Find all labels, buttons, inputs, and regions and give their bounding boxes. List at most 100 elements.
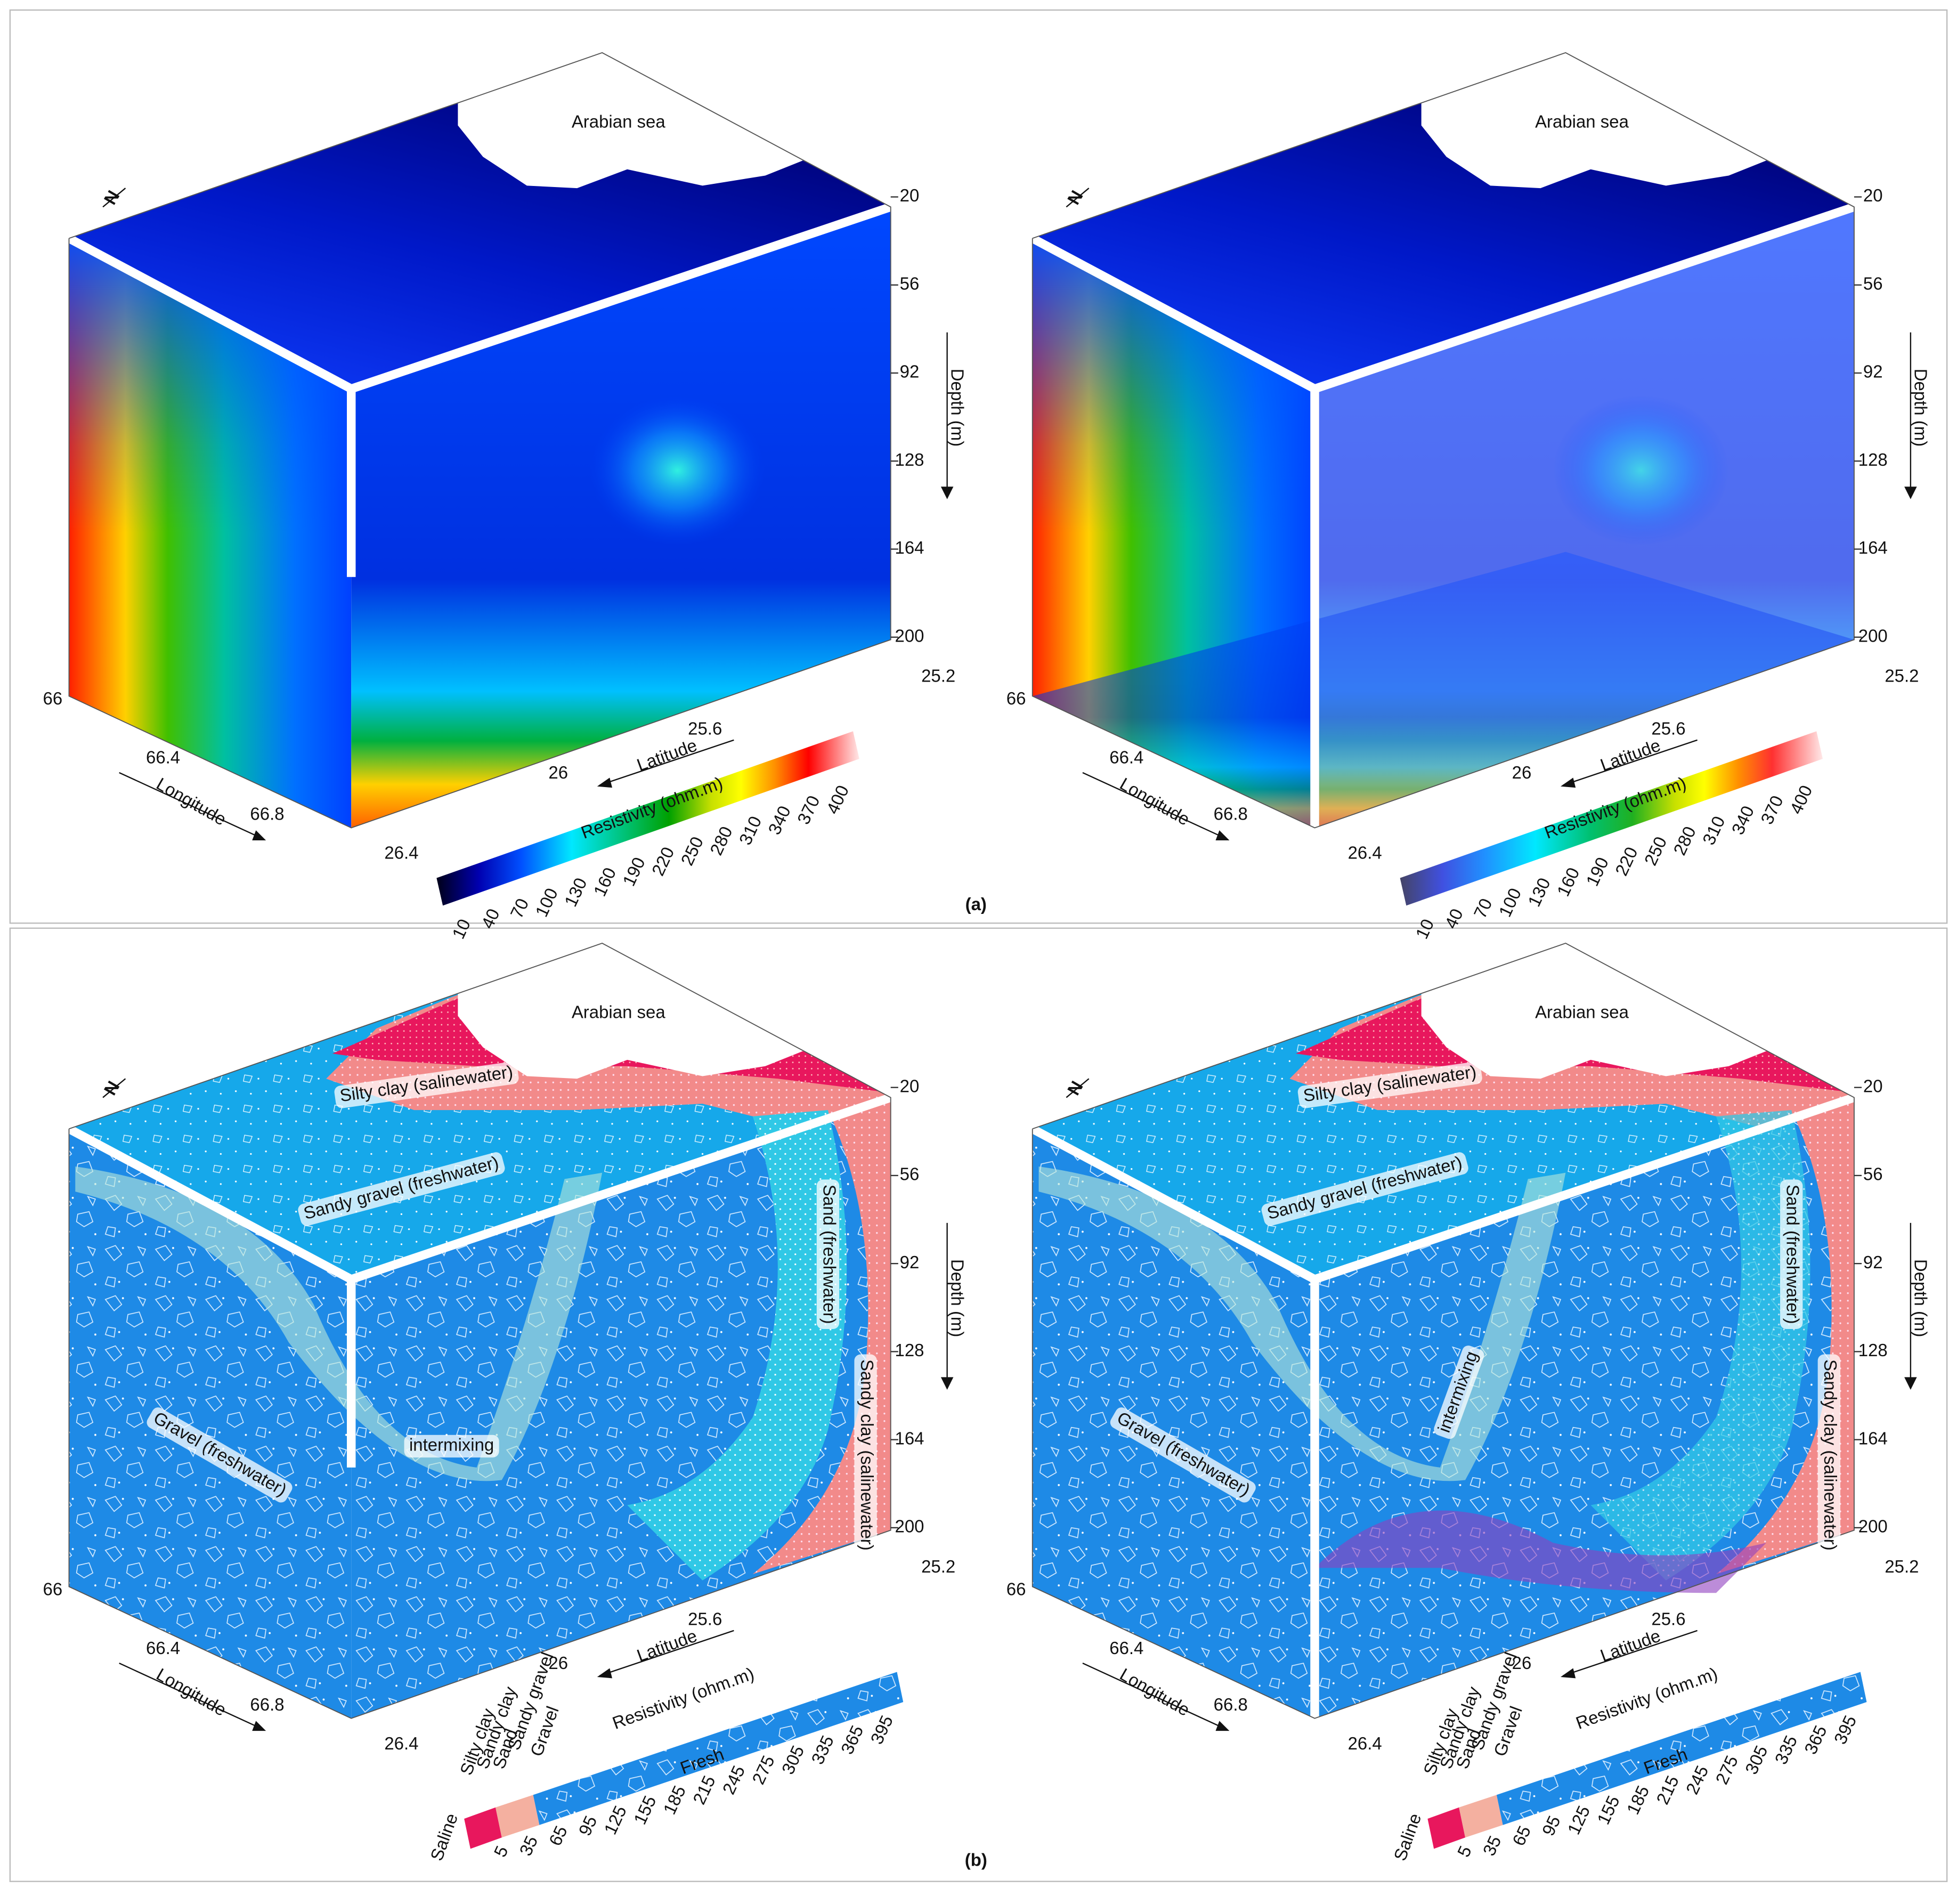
intermixing-band (75, 1166, 603, 1481)
colorbar-tick-label: 100 (1495, 885, 1525, 920)
depth-tick-label: 56 (900, 1164, 920, 1184)
latitude-tick-label: 25.6 (688, 719, 722, 739)
latitude-arrow (1563, 1630, 1698, 1676)
sea-label: Arabian sea (572, 1002, 665, 1022)
depth-axis-label: Depth (m) (1911, 1259, 1931, 1337)
colorbar-tick-label: 365 (1800, 1722, 1831, 1757)
north-arrow: N (100, 1077, 124, 1098)
colorbar (1400, 731, 1823, 906)
sea-label: Arabian sea (572, 111, 665, 131)
colorbar-tick-label: 95 (1538, 1813, 1564, 1839)
block-view: Arabian sea N 20 56 92 128 164 200 Depth (m) 66 66… (1006, 942, 1931, 1864)
layer-label-bg (1817, 1354, 1841, 1556)
box-outline (1032, 52, 1855, 829)
depth-tick-label: 92 (1863, 1252, 1883, 1272)
longitude-axis-label: Longitude (1117, 1664, 1193, 1720)
sea-label: Arabian sea (1535, 1002, 1629, 1022)
colorbar-tick-label: 340 (764, 803, 794, 837)
layer-label-bg (1434, 1346, 1484, 1439)
layer-label-bg (1780, 1179, 1803, 1330)
latitude-arrowhead (597, 1668, 612, 1679)
longitude-tick-label: 66 (43, 1579, 63, 1599)
colorbar (436, 731, 859, 906)
depth-arrowhead (940, 1377, 954, 1390)
latitude-arrowhead (1560, 777, 1576, 788)
colorbar-tick-label: 395 (866, 1712, 897, 1747)
longitude-arrow (119, 772, 262, 839)
depth-tick-label: 20 (1863, 185, 1883, 205)
colorbar-tick-label: 400 (1786, 782, 1816, 817)
colorbar-tick-label: 215 (689, 1772, 719, 1807)
colorbar-tick-label: 220 (648, 844, 678, 879)
sea-area (458, 52, 891, 207)
latitude-tick-label: 25.6 (1651, 719, 1685, 739)
layer-label-bg (334, 1062, 519, 1108)
left-face-shade (69, 238, 352, 828)
depth-arrowhead (1904, 487, 1917, 499)
longitude-axis-label: Longitude (1117, 774, 1193, 829)
colorbar-tick-label: 130 (561, 874, 591, 909)
depth-tick-label: 164 (895, 538, 924, 557)
colorbar-tick-label: 310 (735, 813, 766, 848)
colorbar-tick-label: 125 (1563, 1803, 1594, 1837)
colorbar-tick-label: 250 (677, 833, 707, 868)
colorbar-tick-label: 185 (1623, 1783, 1653, 1817)
colorbar-tick-label: 10 (448, 916, 474, 942)
depth-tick-label: 164 (1858, 1428, 1888, 1448)
intermixing-band (1038, 1166, 1566, 1481)
depth-tick-label: 56 (1863, 273, 1883, 293)
colorbar-tick-label: 5 (1453, 1843, 1475, 1860)
layer-label-bg (147, 1407, 293, 1503)
depth-tick-label: 200 (1858, 1517, 1888, 1536)
longitude-tick-label: 66.4 (1109, 1638, 1143, 1658)
sand-band (1590, 1110, 1810, 1581)
colorbar-tick-label: 275 (748, 1753, 778, 1787)
conductive-zone (589, 395, 766, 546)
colorbar-tick-label: 10 (1411, 916, 1438, 942)
depth-tick-label: 128 (895, 450, 924, 469)
colorbar-tick-label: 280 (706, 823, 736, 858)
colorbar-tick-label: 155 (1593, 1793, 1623, 1827)
colorbar-tick-label: 220 (1611, 844, 1642, 879)
colorbar-tick-label: 125 (600, 1803, 630, 1837)
latitude-arrow (1563, 739, 1698, 786)
layer-label-bg (1297, 1062, 1482, 1108)
sea-area (458, 943, 891, 1098)
saline-intrusion (1314, 1510, 1767, 1593)
colorbar-tick-label: 70 (506, 895, 532, 921)
longitude-tick-label: 66.8 (1214, 804, 1248, 824)
colorbar-tick-label: 155 (630, 1793, 660, 1827)
layer-label-bg (1110, 1407, 1256, 1503)
depth-tick-label: 200 (895, 1517, 924, 1536)
latitude-arrowhead (597, 777, 612, 788)
colorbar-tick-label: 70 (1470, 895, 1496, 921)
colorbar-tick-label: 370 (1757, 792, 1787, 827)
colorbar-saline (464, 1807, 502, 1849)
latitude-arrow (599, 739, 734, 786)
layer-label-bg (1261, 1152, 1468, 1226)
latitude-tick-label: 25.2 (921, 1557, 955, 1576)
depth-tick-label: 128 (1858, 1340, 1888, 1360)
block-view: Arabian sea N 20 56 92 128 164 200 Depth (m) 66 66… (43, 942, 967, 1864)
depth-tick-label: 128 (1858, 450, 1888, 469)
longitude-tick-label: 66.8 (1214, 1695, 1248, 1714)
colorbar-tick-label: 100 (531, 885, 562, 920)
colorbar-title: Resistivity (ohm.m) (1573, 1663, 1720, 1733)
latitude-tick-label: 26.4 (384, 1733, 418, 1753)
depth-tick-label: 200 (1858, 626, 1888, 645)
colorbar-tick-label: 65 (545, 1822, 571, 1849)
longitude-arrowhead (252, 1721, 266, 1731)
colorbar (533, 1672, 904, 1825)
north-mark (1066, 1078, 1090, 1098)
legend-class-label: Saline (426, 1811, 461, 1864)
legend-class-label: Saline (1390, 1811, 1425, 1864)
layer-label-bg (298, 1152, 505, 1226)
depth-tick-label: 92 (1863, 362, 1883, 382)
block-view: Arabian sea N 20 56 92 128 164 200 Depth (m) 66 66… (43, 52, 967, 942)
colorbar-tick-label: 400 (822, 782, 852, 817)
latitude-tick-label: 25.6 (688, 1609, 722, 1629)
colorbar-tick-label: 215 (1652, 1772, 1683, 1807)
longitude-arrow (119, 1663, 262, 1729)
layer-label: intermixing (409, 1435, 494, 1455)
block-view: Arabian sea N 20 56 92 128 164 200 Depth (m) 66 66… (1006, 52, 1931, 942)
